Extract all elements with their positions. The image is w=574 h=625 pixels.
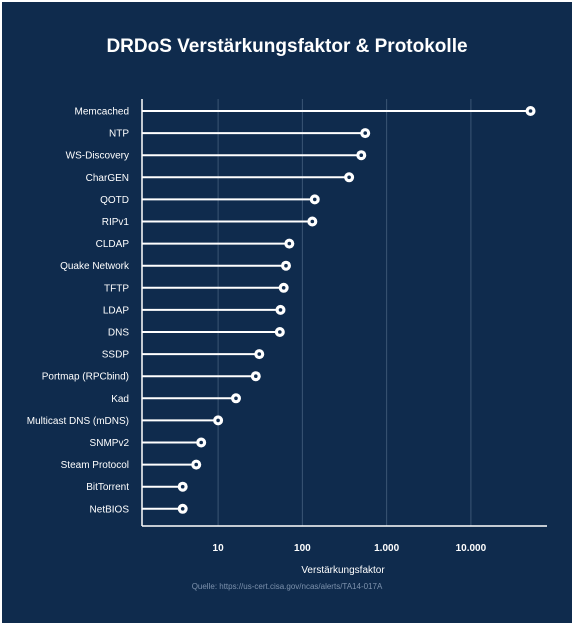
lollipop-dot-center [528,109,533,113]
gridlines [217,99,472,526]
chart-title: DRDoS Verstärkungsfaktor & Protokolle [106,36,468,57]
lollipop-dot-center [363,131,368,135]
category-label: WS-Discovery [66,151,129,162]
lollipop-dot-center [199,440,203,445]
lollipop-dot-center [287,241,292,246]
category-labels: Memcached NTP WS-Discovery CharGEN QOTD RIPv1… [27,107,130,516]
lollipop-dot-center [180,484,185,489]
axes [141,99,547,527]
x-tick-label: 10.000 [456,543,487,554]
x-tick-label: 10 [213,543,225,554]
lollipop-dot-center [312,197,317,202]
category-label: RIPv1 [102,217,130,228]
lollipop-dot-center [310,219,315,224]
category-label: SSDP [102,350,130,361]
category-label: NTP [109,129,129,140]
x-tick-label: 100 [294,543,311,554]
lollipop-dot-center [347,175,351,180]
lollipop-dot-center [278,330,282,334]
x-axis-title: Verstärkungsfaktor [301,565,385,576]
x-tick-labels: 10 100 1.000 10.000 [213,543,487,554]
lollipop-dot-center [216,418,220,423]
category-label: QOTD [100,195,129,206]
category-label: CLDAP [96,239,130,250]
category-label: Portmap (RPCbind) [42,372,129,383]
category-label: Memcached [75,107,129,118]
category-label: BitTorrent [86,482,129,493]
category-label: Multicast DNS (mDNS) [27,416,129,427]
category-label: Quake Network [60,261,130,272]
category-label: SNMPv2 [90,438,130,449]
category-label: DNS [108,328,129,339]
lollipop-dot-center [281,286,286,290]
category-label: Kad [111,394,129,405]
lollipop-dot-center [284,263,288,268]
category-label: Steam Protocol [61,460,129,471]
lollipop-dot-center [278,308,283,312]
category-label: LDAP [103,305,129,316]
lollipop-dot-center [234,396,238,401]
lollipop-dot-center [253,374,258,379]
lollipop-dot-center [180,507,185,511]
lollipop-dot-center [257,352,262,356]
category-label: TFTP [104,283,129,294]
lollipop-dot-center [194,462,199,467]
lollipop-marks [142,106,536,514]
x-tick-label: 1.000 [374,543,399,554]
source-note: Quelle: https://us-cert.cisa.gov/ncas/al… [191,582,383,591]
category-label: CharGEN [86,173,129,184]
category-label: NetBIOS [90,504,130,515]
lollipop-dot-center [359,153,364,157]
